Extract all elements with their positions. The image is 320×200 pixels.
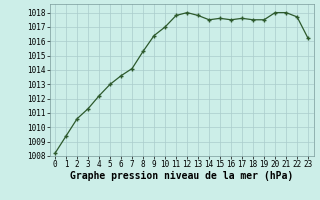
X-axis label: Graphe pression niveau de la mer (hPa): Graphe pression niveau de la mer (hPa) [70,171,293,181]
